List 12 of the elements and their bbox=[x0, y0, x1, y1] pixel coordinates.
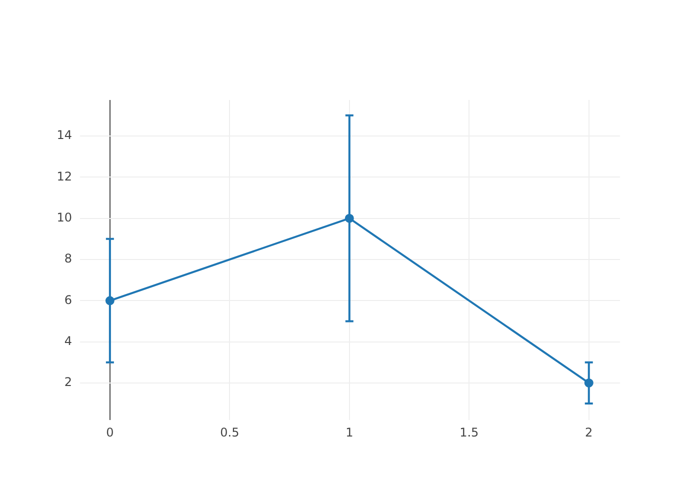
x-tick-label: 0.5 bbox=[220, 425, 240, 440]
x-tick-label: 1 bbox=[346, 425, 354, 440]
x-tick-label: 1.5 bbox=[460, 425, 479, 440]
y-tick-label: 8 bbox=[64, 252, 72, 266]
y-tick-label: 10 bbox=[56, 210, 72, 224]
y-tick-label: 12 bbox=[56, 169, 72, 184]
y-tick-label: 4 bbox=[64, 334, 72, 348]
y-tick-label: 14 bbox=[56, 128, 72, 142]
x-tick-label: 2 bbox=[585, 425, 593, 440]
y-tick-label: 2 bbox=[64, 375, 72, 390]
x-tick-label: 0 bbox=[106, 425, 114, 440]
y-tick-label: 6 bbox=[64, 292, 72, 307]
